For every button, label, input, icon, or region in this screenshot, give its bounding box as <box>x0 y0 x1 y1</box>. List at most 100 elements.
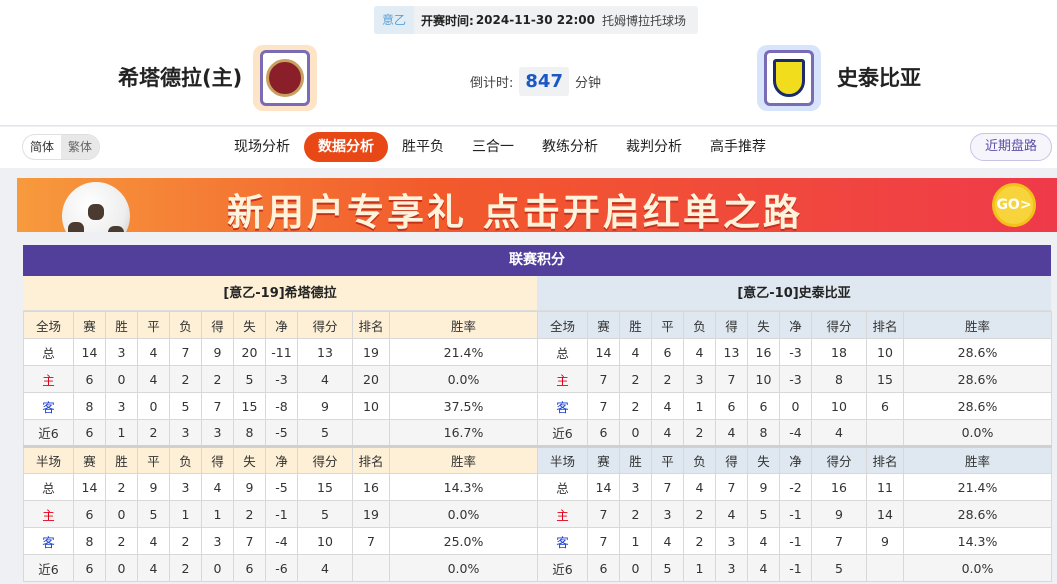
stat-cell: 3 <box>201 527 234 555</box>
stat-cell: 4 <box>683 473 716 501</box>
stat-cell: 0.0% <box>903 554 1052 582</box>
table-row: 总 14 3 4 7 9 20 -11 13 19 21.4% <box>23 338 538 366</box>
soccer-ball-icon <box>62 182 130 232</box>
stat-cell: 15 <box>866 365 904 393</box>
recent-handicap-button[interactable]: 近期盘路 <box>970 133 1052 161</box>
stat-cell: -1 <box>779 527 812 555</box>
stat-cell: 4 <box>747 527 780 555</box>
row-label: 主 <box>23 365 74 393</box>
column-header: 半场 <box>23 445 74 474</box>
stat-cell: 14 <box>73 473 106 501</box>
column-header: 排名 <box>352 311 390 339</box>
team-standings-title: [意乙-10]史泰比亚 <box>537 276 1051 311</box>
stat-cell: -3 <box>779 338 812 366</box>
column-header: 胜率 <box>903 311 1052 339</box>
stat-cell <box>352 419 390 447</box>
column-header: 失 <box>747 445 780 474</box>
away-team-logo[interactable] <box>757 45 821 111</box>
standings-table: 全场赛胜平负得失净得分 排名 胜率总 14 3 4 7 9 20 -11 13 19 21.4% 主 6 0 4… <box>23 311 538 582</box>
table-row: 近6 6 0 4 2 4 8 -4 4 0.0% <box>537 419 1052 447</box>
tab-6[interactable]: 高手推荐 <box>710 139 766 155</box>
tab-0[interactable]: 现场分析 <box>234 139 290 155</box>
tab-1[interactable]: 数据分析 <box>304 132 388 162</box>
column-header: 得分 <box>811 311 867 339</box>
column-header: 赛 <box>73 445 106 474</box>
stat-cell: 5 <box>137 500 170 528</box>
home-team-name[interactable]: 希塔德拉(主) <box>118 66 243 90</box>
stat-cell: 2 <box>233 500 266 528</box>
column-header: 胜 <box>619 445 652 474</box>
stat-cell: 28.6% <box>903 392 1052 420</box>
stat-cell: 10 <box>297 527 353 555</box>
column-header: 全场 <box>23 311 74 339</box>
table-row: 近6 6 1 2 3 3 8 -5 5 16.7% <box>23 419 538 447</box>
stat-cell: 21.4% <box>903 473 1052 501</box>
go-button[interactable]: GO> <box>992 183 1036 227</box>
team-standings-title: [意乙-19]希塔德拉 <box>23 276 537 311</box>
table-row: 主 6 0 4 2 2 5 -3 4 20 0.0% <box>23 365 538 393</box>
stat-cell: 16 <box>352 473 390 501</box>
column-header: 得分 <box>811 445 867 474</box>
venue: 托姆博拉托球场 <box>601 13 686 28</box>
stat-cell: 3 <box>683 365 716 393</box>
stat-cell: 13 <box>297 338 353 366</box>
promo-banner[interactable]: 新用户专享礼 点击开启红单之路 GO> <box>17 178 1057 232</box>
stat-cell <box>866 419 904 447</box>
column-header: 净 <box>265 445 298 474</box>
stat-cell: 5 <box>233 365 266 393</box>
traditional-button[interactable]: 繁体 <box>61 135 100 159</box>
column-header: 胜率 <box>389 311 538 339</box>
column-header: 胜率 <box>903 445 1052 474</box>
stat-cell: 7 <box>233 527 266 555</box>
home-team-logo[interactable] <box>253 45 317 111</box>
tab-4[interactable]: 教练分析 <box>542 139 598 155</box>
league-tag[interactable]: 意乙 <box>374 6 415 34</box>
table-row: 主 7 2 2 3 7 10 -3 8 15 28.6% <box>537 365 1052 393</box>
row-label: 近6 <box>23 554 74 582</box>
away-crest-icon <box>773 59 805 97</box>
stat-cell: 16 <box>747 338 780 366</box>
stat-cell: 4 <box>811 419 867 447</box>
column-header: 失 <box>747 311 780 339</box>
away-team-name[interactable]: 史泰比亚 <box>837 66 921 90</box>
stat-cell: 14 <box>587 473 620 501</box>
stat-cell: 5 <box>297 419 353 447</box>
stat-cell: 8 <box>747 419 780 447</box>
stat-cell: 14 <box>866 500 904 528</box>
stat-cell: -4 <box>779 419 812 447</box>
column-header: 净 <box>779 311 812 339</box>
nav-bar: 简体 繁体 现场分析 数据分析 胜平负 三合一 教练分析 裁判分析 高手推荐 近期盘路 <box>0 127 1057 168</box>
tab-3[interactable]: 三合一 <box>472 139 514 155</box>
simplified-button[interactable]: 简体 <box>30 140 55 154</box>
stat-cell: 4 <box>137 527 170 555</box>
stat-cell: 0 <box>105 554 138 582</box>
stat-cell: 28.6% <box>903 365 1052 393</box>
stat-cell: 14 <box>587 338 620 366</box>
stat-cell: 6 <box>73 500 106 528</box>
table-row: 主 6 0 5 1 1 2 -1 5 19 0.0% <box>23 500 538 528</box>
tab-2[interactable]: 胜平负 <box>402 139 444 155</box>
column-header: 得分 <box>297 445 353 474</box>
row-label: 客 <box>537 527 588 555</box>
stat-cell: 10 <box>811 392 867 420</box>
stat-cell: 10 <box>747 365 780 393</box>
stat-cell: 9 <box>137 473 170 501</box>
stat-cell: 2 <box>169 527 202 555</box>
stat-cell: 7 <box>715 365 748 393</box>
stat-cell: -5 <box>265 419 298 447</box>
stat-cell: 21.4% <box>389 338 538 366</box>
stat-cell: 9 <box>811 500 867 528</box>
column-header: 平 <box>651 311 684 339</box>
column-header: 负 <box>683 445 716 474</box>
table-row: 总 14 4 6 4 13 16 -3 18 10 28.6% <box>537 338 1052 366</box>
stat-cell: 15 <box>233 392 266 420</box>
stat-cell <box>866 554 904 582</box>
column-header: 胜率 <box>389 445 538 474</box>
column-header: 净 <box>265 311 298 339</box>
stat-cell: 3 <box>651 500 684 528</box>
stat-cell: 3 <box>105 338 138 366</box>
row-label: 客 <box>537 392 588 420</box>
stat-cell: 6 <box>747 392 780 420</box>
tab-5[interactable]: 裁判分析 <box>626 139 682 155</box>
stat-cell: 14 <box>73 338 106 366</box>
